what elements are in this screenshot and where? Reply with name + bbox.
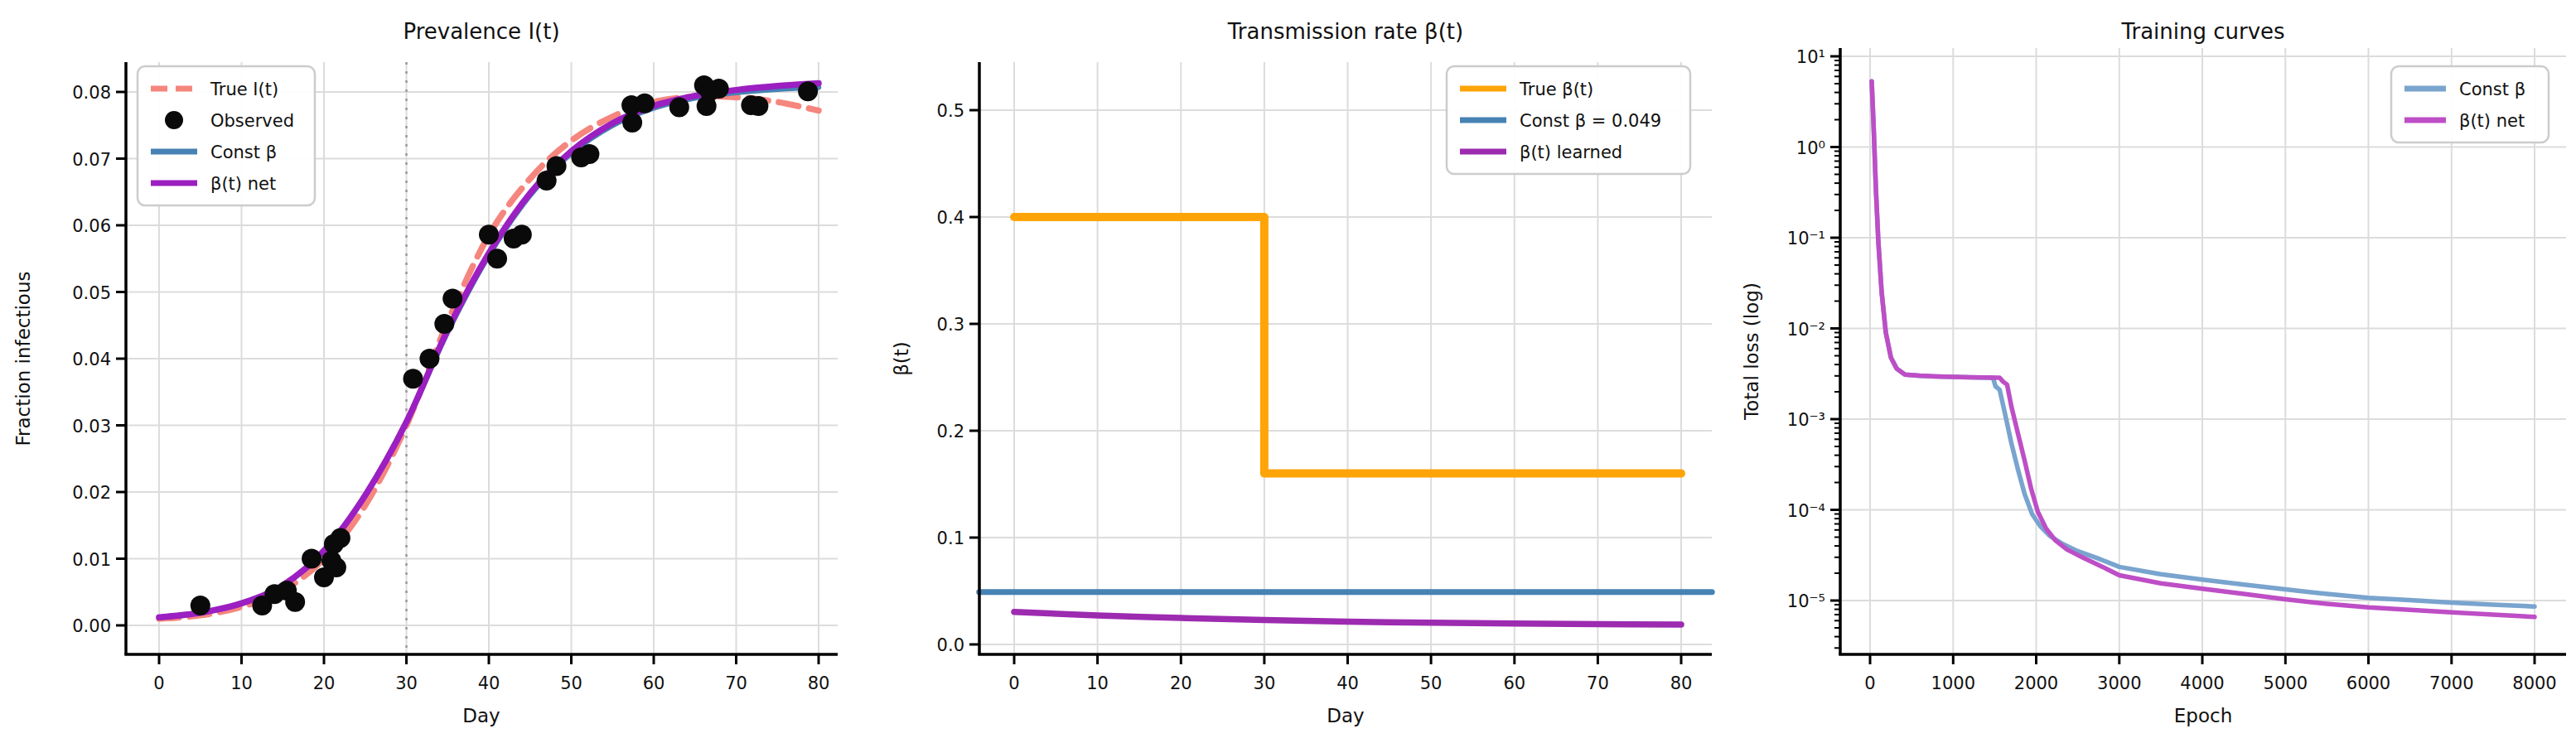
x-tick-label: 60 — [643, 673, 665, 693]
x-tick-label: 2000 — [2014, 673, 2058, 693]
y-tick-label: 0.00 — [72, 616, 111, 636]
x-tick-label: 1000 — [1931, 673, 1975, 693]
plot3-xlabel: Epoch — [2174, 705, 2232, 726]
plot3-title: Training curves — [2120, 19, 2284, 44]
y-tick-label: 0.02 — [72, 483, 111, 503]
x-tick-label: 40 — [1336, 673, 1359, 693]
observed-point — [798, 81, 818, 101]
y-tick-label: 0.5 — [937, 101, 964, 121]
observed-point — [512, 224, 532, 244]
y-tick-label: 0.01 — [72, 550, 111, 570]
observed-point — [487, 248, 507, 268]
legend-label: β(t) learned — [1520, 142, 1622, 162]
three-panel-chart: 010203040506070800.000.010.020.030.040.0… — [0, 0, 2576, 743]
y-tick-label: 0.08 — [72, 83, 111, 103]
legend-label: True β(t) — [1519, 80, 1593, 99]
legend-label: Const β — [210, 142, 277, 162]
plot2-title: Transmission rate β(t) — [1227, 19, 1463, 44]
x-tick-label: 0 — [153, 673, 164, 693]
y-tick-label: 10⁻⁴ — [1787, 501, 1825, 521]
x-tick-label: 5000 — [2264, 673, 2308, 693]
legend-label: True I(t) — [210, 80, 278, 99]
legend: True β(t) Const β = 0.049 β(t) learned — [1447, 66, 1690, 174]
observed-point — [302, 549, 321, 569]
observed-point — [331, 528, 350, 548]
x-tick-label: 20 — [1170, 673, 1192, 693]
x-tick-label: 30 — [1254, 673, 1276, 693]
x-tick-label: 60 — [1503, 673, 1525, 693]
observed-point — [434, 314, 454, 334]
subplot-transmission-rate-t: 0 10 20 30 40 50 60 70 80 0.0 0.1 0.2 0.3 0.4 0.5 True … — [937, 62, 1713, 693]
x-tick-label: 50 — [560, 673, 582, 693]
subplot-training-curves: 0 1000 2000 3000 4000 5000 6000 7000 8000 10¹ 10⁰ 1… — [1787, 47, 2566, 693]
observed-point — [622, 113, 642, 133]
observed-point — [748, 96, 768, 116]
figure-canvas: 010203040506070800.000.010.020.030.040.0… — [0, 0, 2576, 743]
observed-point — [479, 224, 499, 244]
observed-point — [404, 369, 423, 388]
x-tick-label: 4000 — [2180, 673, 2224, 693]
y-tick-label: 10⁻² — [1787, 320, 1825, 340]
y-tick-label: 10⁰ — [1796, 138, 1825, 158]
x-tick-label: 0 — [1864, 673, 1875, 693]
observed-point — [442, 289, 462, 309]
y-tick-label: 0.1 — [937, 528, 964, 548]
x-tick-label: 6000 — [2346, 673, 2390, 693]
legend-label: β(t) net — [2459, 111, 2525, 131]
observed-point — [326, 557, 346, 577]
observed-point — [285, 592, 305, 612]
x-tick-label: 50 — [1420, 673, 1443, 693]
y-tick-label: 10⁻¹ — [1787, 229, 1825, 248]
y-tick-label: 0.0 — [937, 635, 964, 655]
y-tick-label: 0.04 — [72, 350, 111, 369]
x-tick-label: 40 — [478, 673, 500, 693]
subplot-prevalence-i-t: 0 10 20 30 40 50 60 70 80 0.00 0.01 0.02 0.03 0.04 0.0… — [72, 62, 838, 693]
observed-point — [669, 98, 689, 118]
y-tick-label: 10⁻³ — [1787, 410, 1825, 430]
legend-label: Observed — [210, 111, 294, 131]
x-tick-label: 20 — [313, 673, 336, 693]
y-tick-label: 0.4 — [937, 208, 964, 228]
plot1-title: Prevalence I(t) — [403, 19, 559, 44]
observed-point — [547, 156, 567, 176]
plot1-ylabel: Fraction infectious — [12, 271, 34, 446]
observed-point — [191, 596, 210, 615]
y-tick-label: 10⁻⁵ — [1787, 591, 1825, 611]
observed-point — [579, 144, 599, 164]
observed-point — [709, 79, 729, 99]
y-tick-label: 0.3 — [937, 315, 964, 335]
x-tick-label: 10 — [1086, 673, 1109, 693]
legend-swatch-dot — [165, 111, 183, 129]
plot3-ylabel: Total loss (log) — [1741, 282, 1762, 421]
observed-point — [635, 94, 655, 113]
x-tick-label: 70 — [1587, 673, 1609, 693]
legend-box — [2391, 66, 2549, 142]
x-tick-label: 80 — [1670, 673, 1693, 693]
x-tick-label: 8000 — [2512, 673, 2556, 693]
y-tick-label: 0.03 — [72, 417, 111, 437]
y-tick-label: 0.07 — [72, 150, 111, 170]
x-tick-label: 80 — [808, 673, 830, 693]
y-tick-label: 0.05 — [72, 283, 111, 303]
plot2-xlabel: Day — [1327, 705, 1364, 726]
x-tick-label: 0 — [1008, 673, 1019, 693]
y-tick-label: 0.06 — [72, 216, 111, 236]
x-tick-label: 30 — [395, 673, 418, 693]
x-tick-label: 70 — [725, 673, 747, 693]
x-tick-label: 7000 — [2429, 673, 2473, 693]
legend-label: Const β — [2459, 80, 2525, 99]
legend: Const β β(t) net — [2391, 66, 2549, 142]
legend-label: β(t) net — [210, 174, 276, 194]
y-tick-label: 10¹ — [1796, 47, 1825, 67]
legend: True I(t) Observed Const β β(t) net — [138, 66, 315, 205]
observed-point — [419, 349, 439, 369]
legend-label: Const β = 0.049 — [1520, 111, 1661, 131]
x-tick-label: 10 — [230, 673, 253, 693]
plot2-ylabel: β(t) — [891, 341, 912, 376]
plot1-xlabel: Day — [462, 705, 500, 726]
x-tick-label: 3000 — [2097, 673, 2141, 693]
y-tick-label: 0.2 — [937, 422, 964, 441]
